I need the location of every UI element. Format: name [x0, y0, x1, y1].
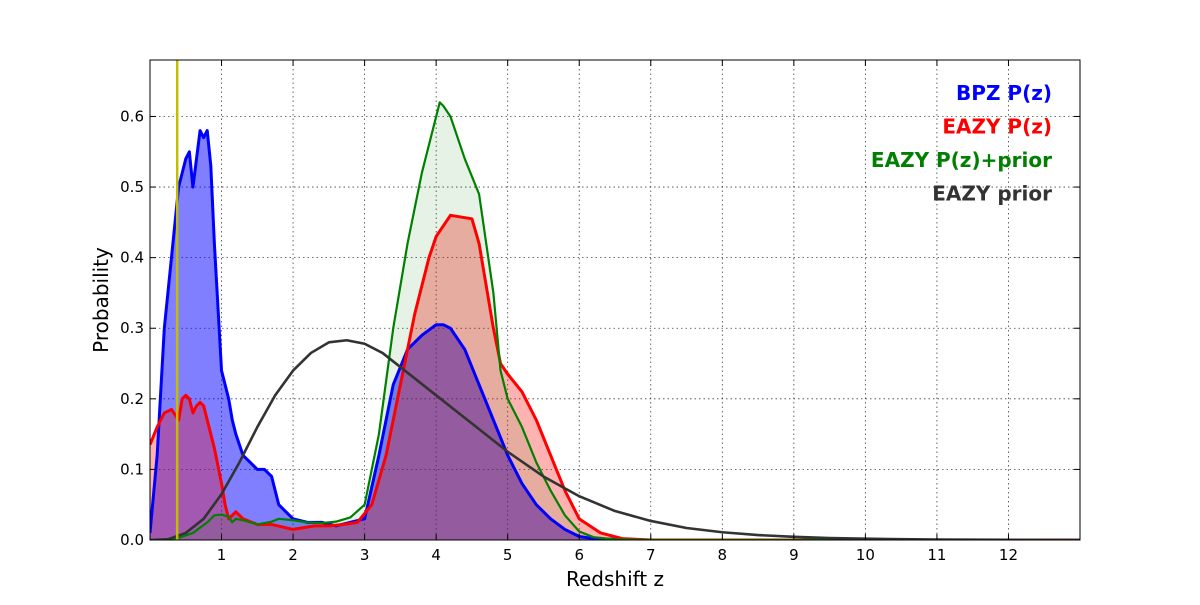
grid-lines: [150, 60, 1080, 540]
axis-ticks: 1 2 3 4 5 6 7 8 9 10 11 120.00.10.20.30.40.50.6: [120, 60, 1080, 564]
legend: BPZ P(z) EAZY P(z) EAZY P(z)+prior EAZY pri…: [871, 81, 1052, 206]
x-tick-label: 8: [718, 546, 728, 564]
line-eazy-p-z-prior: [150, 101, 1080, 540]
x-tick-label: 11: [927, 546, 946, 564]
y-tick-label: 0.2: [120, 390, 144, 408]
x-tick-label: 12: [999, 546, 1018, 564]
y-tick-label: 0.3: [120, 319, 144, 337]
x-tick-label: 2: [288, 546, 298, 564]
y-tick-label: 0.1: [120, 460, 144, 478]
plot-frame: [149, 59, 1081, 541]
x-tick-label: 5: [503, 546, 513, 564]
line-eazy-p-z: [150, 213, 1080, 540]
x-tick-label: 4: [431, 546, 441, 564]
x-tick-label: 6: [574, 546, 584, 564]
y-axis-label: Probability: [89, 247, 113, 353]
legend-entry: EAZY P(z)+prior: [871, 148, 1052, 172]
line-bpz-p-z: [150, 129, 1080, 540]
legend-entry: EAZY prior: [932, 182, 1052, 206]
x-tick-label: 9: [789, 546, 799, 564]
y-tick-label: 0.6: [120, 107, 144, 125]
x-tick-label: 1: [217, 546, 227, 564]
density-lines: [150, 60, 1080, 540]
x-tick-label: 3: [360, 546, 370, 564]
x-axis-label: Redshift z: [566, 567, 664, 591]
legend-entry: EAZY P(z): [942, 115, 1052, 139]
x-tick-label: 10: [856, 546, 875, 564]
x-tick-label: 7: [646, 546, 656, 564]
legend-entry: BPZ P(z): [956, 81, 1052, 105]
line-eazy-prior: [150, 338, 1080, 540]
y-tick-label: 0.4: [120, 249, 144, 267]
y-tick-label: 0.0: [120, 531, 144, 549]
y-tick-label: 0.5: [120, 178, 144, 196]
